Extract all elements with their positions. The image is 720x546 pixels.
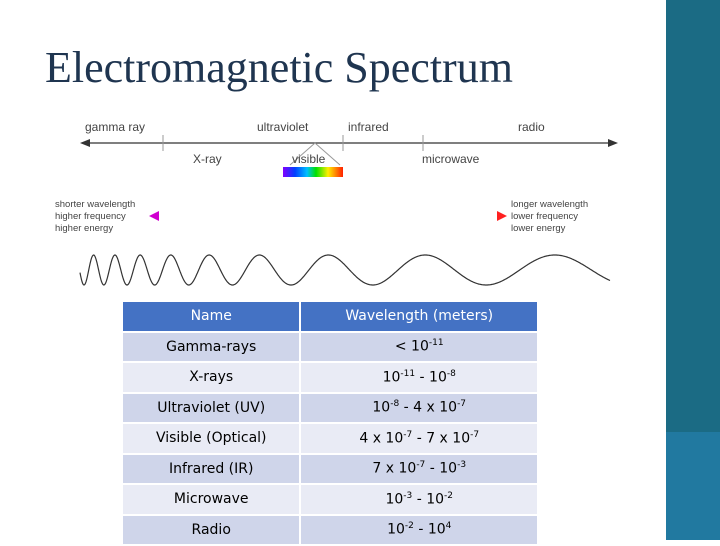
table-row: X-rays 10-11 - 10-8	[120, 361, 539, 394]
name-cell: Microwave	[120, 483, 302, 516]
name-cell: X-rays	[120, 361, 302, 394]
exponent: -3	[457, 460, 467, 471]
diagram-bg	[45, 95, 620, 315]
dividers	[162, 135, 424, 151]
exponent: -7	[403, 429, 413, 440]
name-cell: Infrared (IR)	[120, 452, 302, 485]
name-cell: Ultraviolet (UV)	[120, 391, 302, 424]
diagram-label: longer wavelength	[511, 199, 588, 210]
wavelength-text: - 4 x 10	[399, 400, 458, 417]
exponent: 4	[445, 521, 452, 532]
exponent: -7	[470, 429, 480, 440]
diagram-label: higher frequency	[55, 211, 126, 222]
wavelength-cell: 10-11 - 10-8	[299, 361, 539, 394]
name-cell: Radio	[120, 513, 302, 546]
header-cell: Wavelength (meters)	[299, 300, 539, 333]
visible-wedge	[289, 142, 341, 166]
wavelength-text: 7 x 10	[372, 461, 417, 478]
side-bar-accent	[666, 432, 720, 540]
wavelength-text: 10	[385, 491, 404, 508]
header-cell: Name	[120, 300, 302, 333]
wavelength-cell: 10-3 - 10-2	[299, 483, 539, 516]
wavelength-text: 10	[372, 400, 391, 417]
wavelength-cell: 7 x 10-7 - 10-3	[299, 452, 539, 485]
table-row: Visible (Optical) 4 x 10-7 - 7 x 10-7	[120, 422, 539, 455]
wavelength-text: - 10	[413, 522, 446, 539]
arrowhead-left	[149, 211, 159, 221]
wavelength-text: 4 x 10	[359, 430, 404, 447]
wavelength-cell: 10-2 - 104	[299, 513, 539, 546]
diagram-label: higher energy	[55, 223, 113, 234]
exponent: -11	[400, 368, 416, 379]
wavelength-text: - 10	[412, 491, 445, 508]
slide-title: Electromagnetic Spectrum	[45, 43, 513, 92]
wavelength-text: 10	[387, 522, 405, 539]
wave	[79, 254, 611, 286]
diagram-label: X-ray	[193, 152, 222, 166]
exponent: -3	[403, 490, 413, 501]
diagram-label: gamma ray	[85, 120, 145, 134]
arrowhead-right	[497, 211, 507, 221]
exponent: -7	[416, 460, 426, 471]
exponent: -2	[404, 521, 414, 532]
spectrum-table: Name Wavelength (meters) Gamma-rays < 10-…	[120, 300, 539, 546]
visible-band	[283, 167, 343, 177]
wavelength-cell: 4 x 10-7 - 7 x 10-7	[299, 422, 539, 455]
wavelength-text: 10	[382, 369, 401, 386]
wavelength-text: < 10	[394, 339, 429, 356]
wavelength-cell: < 10-11	[299, 330, 539, 363]
exponent: -7	[457, 399, 467, 410]
diagram-label: lower energy	[511, 223, 566, 234]
diagram-label: radio	[518, 120, 545, 134]
wavelength-text: - 10	[415, 369, 447, 386]
diagram-label: lower frequency	[511, 211, 578, 222]
diagram-label: infrared	[348, 120, 389, 134]
table-row: Radio 10-2 - 104	[120, 513, 539, 546]
exponent: -2	[444, 490, 454, 501]
wavelength-text: - 7 x 10	[412, 430, 471, 447]
name-cell: Gamma-rays	[120, 330, 302, 363]
exponent: -11	[428, 338, 444, 349]
spectrum-diagram: gamma ray ultraviolet infrared radio X-ray vi…	[45, 95, 620, 315]
table-row: Infrared (IR) 7 x 10-7 - 10-3	[120, 452, 539, 485]
wavelength-text: - 10	[425, 461, 458, 478]
table-row: Microwave 10-3 - 10-2	[120, 483, 539, 516]
name-cell: Visible (Optical)	[120, 422, 302, 455]
table-row: Ultraviolet (UV) 10-8 - 4 x 10-7	[120, 391, 539, 424]
exponent: -8	[446, 368, 456, 379]
table-row: Gamma-rays < 10-11	[120, 330, 539, 363]
diagram-label: microwave	[422, 152, 480, 166]
diagram-label: ultraviolet	[257, 120, 309, 134]
diagram-label: visible	[292, 152, 326, 166]
diagram-label: shorter wavelength	[55, 199, 135, 210]
exponent: -8	[390, 399, 400, 410]
wavelength-cell: 10-8 - 4 x 10-7	[299, 391, 539, 424]
